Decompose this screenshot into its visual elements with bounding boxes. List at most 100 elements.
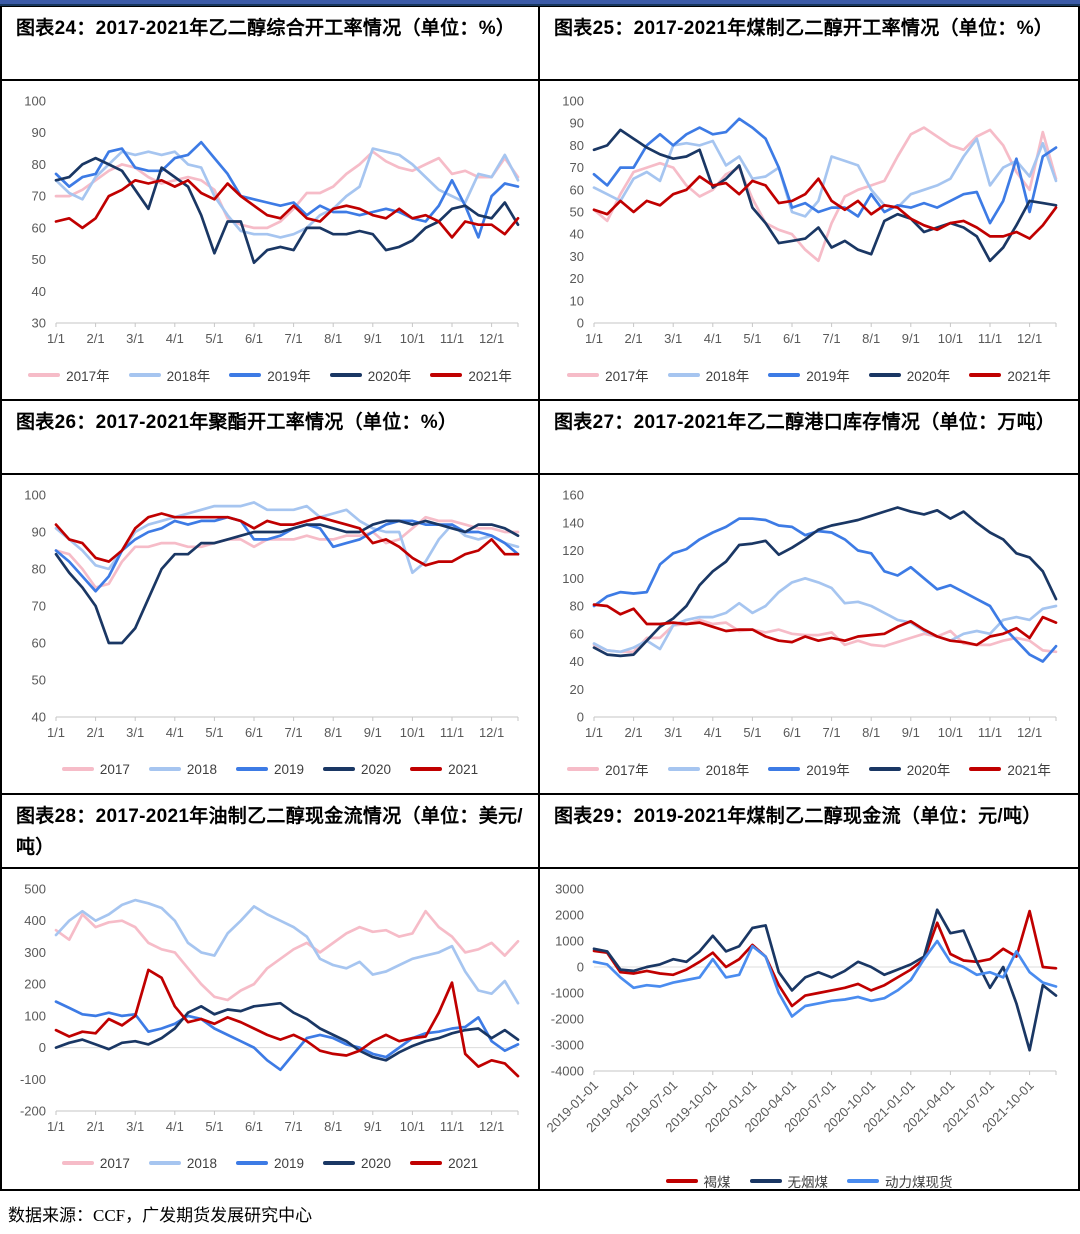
legend-item: 2019: [235, 761, 305, 777]
series-line-2018年: [592, 137, 1058, 218]
legend-label: 2020年: [906, 369, 951, 384]
y-tick-label: 400: [24, 913, 46, 928]
legend-line-swatch: [665, 1179, 698, 1183]
y-tick-label: 3000: [555, 882, 584, 897]
x-tick-label: 12/1: [479, 725, 504, 740]
chart-25-canvas: 0 10 20 30 40 50 60 70 80 90 100 1/1 2/1 3/1 4/1 5/1 6/1…: [562, 94, 1058, 346]
y-tick-label: -2000: [551, 1012, 584, 1027]
x-tick-label: 10/1: [400, 331, 425, 346]
legend-line-swatch: [323, 767, 356, 771]
y-tick-label: -1000: [551, 986, 584, 1001]
x-tick-label: 2/1: [87, 725, 105, 740]
legend-label: 2018年: [166, 369, 211, 384]
y-tick-label: 120: [562, 543, 584, 558]
legend-label: 2018年: [705, 763, 750, 778]
x-tick-label: 3/1: [126, 725, 144, 740]
legend-item: 2019年: [229, 365, 311, 385]
legend-label: 2019年: [806, 763, 850, 778]
x-tick-label: 7/1: [823, 725, 841, 740]
chart-28-body: -200 -100 0 100 200 300 400 500 1/1 2/1 3/1 4/1 5/1 6…: [2, 869, 538, 1175]
y-tick-label: 80: [570, 599, 584, 614]
chart-cell-26: 图表26：2017-2021年聚酯开工率情况（单位：%） 40 50 60 70 80 9…: [2, 401, 540, 795]
legend-line-swatch: [847, 1179, 879, 1183]
y-tick-label: 100: [562, 571, 584, 586]
y-tick-label: 300: [24, 945, 46, 960]
x-tick-label: 7/1: [285, 1119, 303, 1134]
series-line-2018: [54, 898, 520, 1005]
legend-label: 2021: [448, 761, 479, 777]
legend-label: 2017年: [605, 763, 649, 778]
y-tick-label: 30: [570, 249, 584, 264]
y-tick-label: 140: [562, 515, 584, 530]
legend-line-swatch: [868, 373, 901, 377]
chart-cell-24: 图表24：2017-2021年乙二醇综合开工率情况（单位：%） 30 40 50 60…: [2, 7, 540, 401]
charts-grid: 图表24：2017-2021年乙二醇综合开工率情况（单位：%） 30 40 50 60…: [0, 6, 1080, 1191]
series-line-2017年: [54, 150, 520, 230]
x-tick-label: 11/1: [978, 725, 1002, 740]
x-tick-label: 8/1: [324, 331, 342, 346]
legend-line-swatch: [567, 767, 600, 771]
x-tick-label: 5/1: [743, 725, 761, 740]
page-top-rule: [0, 0, 1080, 6]
chart-27-canvas: 0 20 40 60 80 100 120 140 160 1/1 2/1 3/1 4/1 5/1 6/1 7…: [562, 488, 1058, 740]
x-tick-label: 2/1: [625, 331, 643, 346]
x-tick-label: 7/1: [285, 331, 303, 346]
x-tick-label: 1/1: [585, 331, 603, 346]
legend-label: 2021: [448, 1155, 479, 1171]
legend-label: 2018: [186, 1155, 217, 1171]
series-line-2021年: [592, 175, 1058, 240]
y-tick-label: 0: [577, 316, 584, 331]
legend-line-swatch: [868, 767, 901, 771]
legend-line-swatch: [329, 373, 362, 377]
legend-line-swatch: [749, 1179, 782, 1183]
chart-24-title: 图表24：2017-2021年乙二醇综合开工率情况（单位：%）: [2, 7, 538, 81]
chart-cell-25: 图表25：2017-2021年煤制乙二醇开工率情况（单位：%） 0 10 20 30 4…: [540, 7, 1078, 401]
y-tick-label: 50: [32, 673, 46, 688]
series-line-2019年: [592, 517, 1058, 663]
legend-item: 2021: [410, 1156, 478, 1171]
series-line-2021年: [54, 178, 520, 239]
x-tick-label: 10/1: [400, 725, 425, 740]
x-tick-label: 11/1: [440, 1119, 464, 1134]
x-tick-label: 2/1: [87, 331, 105, 346]
chart-27-legend: 2017年 2018年 2019年 2020年 2021年: [540, 757, 1078, 781]
legend-label: 2017: [99, 761, 130, 777]
x-tick-label: 8/1: [324, 1119, 342, 1134]
legend-label: 动力煤现货: [885, 1175, 953, 1189]
y-tick-label: 100: [562, 94, 584, 109]
x-tick-label: 1/1: [47, 725, 65, 740]
x-tick-label: 2/1: [625, 725, 643, 740]
legend-item: 2020年: [329, 365, 411, 385]
legend-label: 2019: [273, 761, 305, 777]
y-tick-label: 40: [570, 227, 584, 242]
y-tick-label: 100: [24, 1008, 46, 1023]
legend-item: 2018年: [667, 365, 749, 385]
y-tick-label: 2000: [555, 908, 584, 923]
legend-line-swatch: [235, 767, 268, 771]
y-tick-label: 500: [24, 882, 46, 897]
x-tick-label: 8/1: [324, 725, 342, 740]
x-tick-label: 8/1: [862, 725, 880, 740]
y-tick-label: 80: [32, 562, 46, 577]
legend-label: 无烟煤: [787, 1175, 829, 1189]
data-source-note: 数据来源：CCF，广发期货发展研究中心: [8, 1206, 313, 1225]
legend-label: 2020: [361, 1155, 392, 1171]
series-line-2019年: [54, 140, 520, 239]
x-tick-label: 8/1: [862, 331, 880, 346]
chart-cell-27: 图表27：2017-2021年乙二醇港口库存情况（单位：万吨） 0 20 40 60 8…: [540, 401, 1078, 795]
legend-item: 2020: [323, 1156, 391, 1171]
x-tick-label: 5/1: [205, 725, 223, 740]
y-tick-label: 0: [577, 710, 584, 725]
legend-label: 2019: [273, 1155, 305, 1171]
y-tick-label: -4000: [551, 1064, 584, 1079]
series-line-2018年: [592, 576, 1058, 654]
chart-27-title: 图表27：2017-2021年乙二醇港口库存情况（单位：万吨）: [540, 401, 1078, 475]
x-tick-label: 3/1: [126, 1119, 144, 1134]
chart-cell-29: 图表29：2019-2021年煤制乙二醇现金流（单位：元/吨） -4000 -30…: [540, 795, 1078, 1189]
legend-label: 2018: [186, 761, 217, 777]
x-tick-label: 6/1: [783, 725, 801, 740]
series-line-动力煤现货: [592, 939, 1058, 1018]
legend-line-swatch: [128, 373, 161, 377]
x-tick-label: 11/1: [440, 331, 464, 346]
x-tick-label: 6/1: [245, 1119, 263, 1134]
